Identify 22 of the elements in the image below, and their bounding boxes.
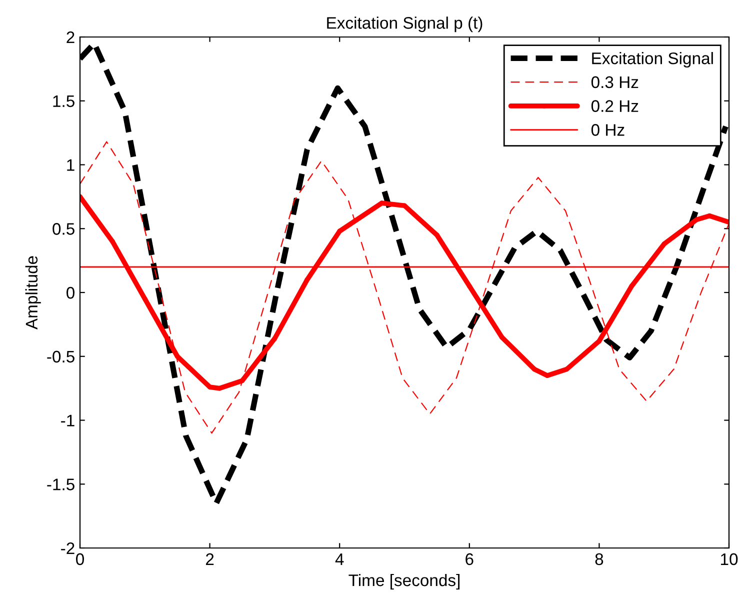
y-tick-label: 0.5 (52, 223, 74, 235)
y-tick-label: 1 (67, 159, 74, 171)
y-tick-label: 0 (66, 286, 74, 299)
y-tick-label: -2 (61, 542, 74, 554)
y-tick-label: -1.5 (47, 478, 74, 490)
y-tick-label: -1 (61, 414, 74, 426)
y-tick-label: -0.5 (47, 350, 74, 363)
x-tick-label: 8 (595, 553, 604, 566)
legend-label: 0.3 Hz (591, 76, 638, 88)
y-tick-label: 1.5 (53, 95, 74, 108)
chart-title: Excitation Signal p (t) (327, 16, 482, 32)
x-tick-label: 6 (466, 553, 474, 566)
x-tick-label: 2 (206, 553, 214, 565)
x-tick-label: 10 (721, 553, 738, 566)
x-tick-label: 0 (76, 553, 84, 566)
legend-label: 0 Hz (591, 124, 624, 136)
legend-label: 0.2 Hz (591, 100, 638, 112)
x-tick-label: 4 (335, 553, 344, 565)
x-axis-title: Time [seconds] (348, 574, 460, 590)
y-tick-label: 2 (66, 31, 74, 44)
y-axis-title: Amplitude (25, 256, 41, 330)
legend-label: Excitation Signal (592, 52, 713, 68)
